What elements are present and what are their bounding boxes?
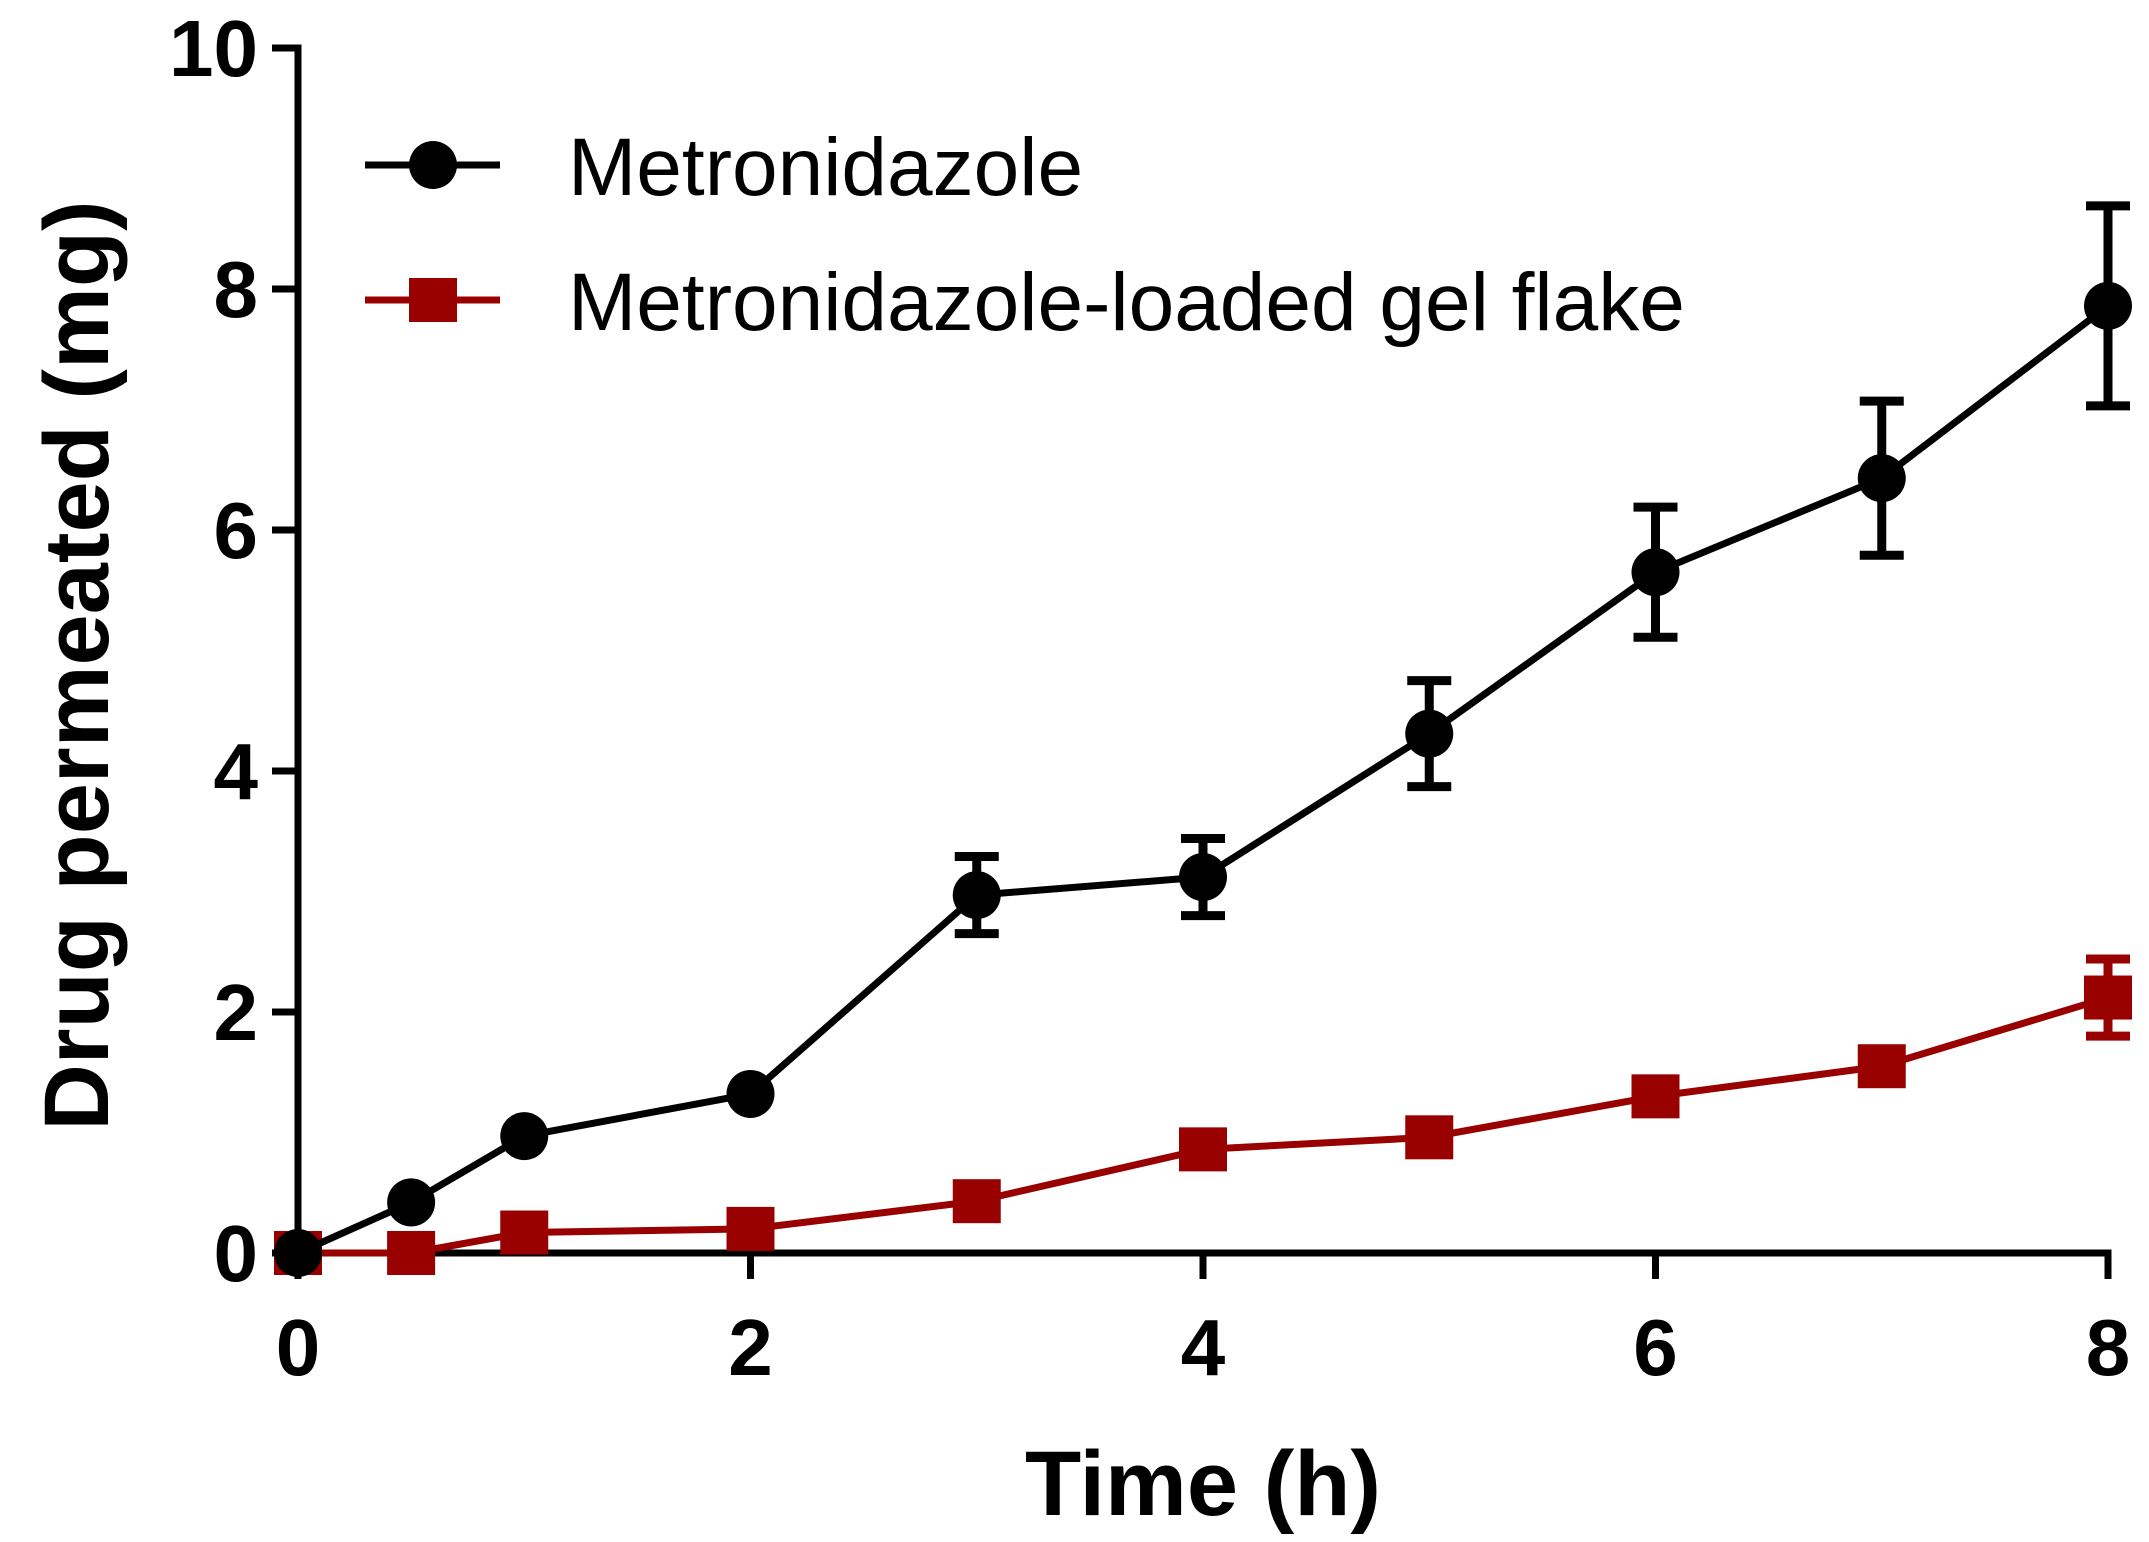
data-point: [1405, 1115, 1454, 1160]
data-point: [387, 1178, 436, 1227]
data-point: [1631, 548, 1680, 597]
y-tick-label: 10: [169, 4, 258, 93]
x-tick-label: 6: [1633, 1303, 1678, 1392]
data-point: [1631, 1074, 1680, 1119]
series-layer: [274, 201, 2132, 1277]
series-line: [296, 303, 2111, 1257]
y-tick-label: 0: [214, 1209, 259, 1298]
data-point: [952, 871, 1001, 920]
y-tick-label: 6: [214, 486, 259, 575]
axes: 0 2 4 6 8 10 0 2 4 6 8: [169, 4, 2130, 1392]
data-point: [1857, 1044, 1906, 1089]
data-point: [2084, 281, 2132, 330]
data-point: [726, 1069, 775, 1118]
data-point: [952, 1179, 1001, 1224]
data-point: [1857, 454, 1906, 503]
legend-label-gel-flake: Metronidazole-loaded gel flake: [568, 257, 1685, 348]
legend-marker-gel-flake: [409, 278, 457, 322]
data-point: [2084, 975, 2132, 1020]
y-tick-label: 2: [214, 968, 259, 1057]
data-point: [500, 1112, 549, 1161]
x-ticks: 0 2 4 6 8: [276, 1253, 2131, 1392]
data-point: [1179, 1127, 1227, 1172]
data-point: [274, 1229, 322, 1277]
x-axis-title: Time (h): [1025, 1433, 1381, 1535]
data-point: [726, 1206, 775, 1251]
x-tick-label: 8: [2086, 1303, 2131, 1392]
y-ticks: 0 2 4 6 8 10: [169, 4, 298, 1298]
legend-item-gel-flake: Metronidazole-loaded gel flake: [365, 257, 1685, 348]
legend-marker-metronidazole: [409, 141, 457, 189]
y-axis-title: Drug permeated (mg): [26, 200, 128, 1130]
data-point: [500, 1210, 549, 1255]
series-gel-flake: [274, 954, 2132, 1275]
x-tick-label: 0: [276, 1303, 321, 1392]
data-point: [1179, 853, 1227, 902]
data-point: [1405, 709, 1454, 758]
series-line: [298, 994, 2110, 1257]
y-tick-label: 4: [214, 727, 259, 816]
data-point: [387, 1231, 436, 1275]
legend-item-metronidazole: Metronidazole: [365, 122, 1083, 213]
x-tick-label: 4: [1181, 1303, 1226, 1392]
y-tick-label: 8: [214, 245, 259, 334]
legend: Metronidazole Metronidazole-loaded gel f…: [365, 122, 1685, 348]
legend-label-metronidazole: Metronidazole: [568, 122, 1083, 213]
series-metronidazole: [274, 201, 2132, 1277]
x-tick-label: 2: [728, 1303, 773, 1392]
